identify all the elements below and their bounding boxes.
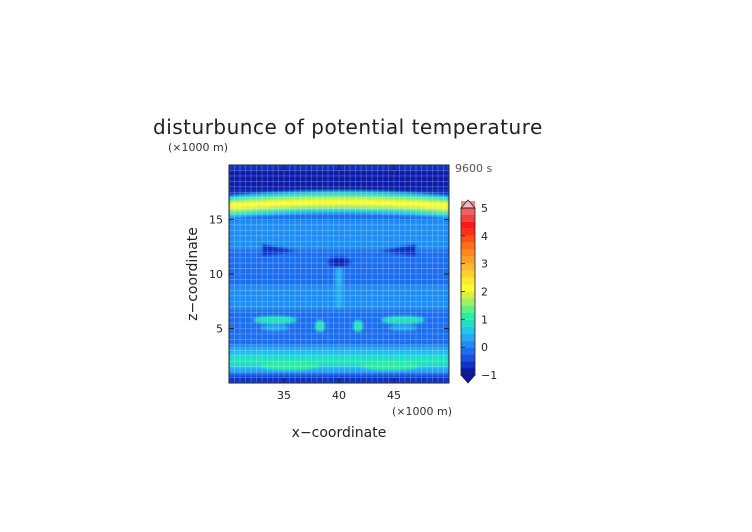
colorbar-swatch [461, 368, 475, 375]
colorbar-swatch [461, 312, 475, 320]
colorbar-swatch [461, 340, 475, 348]
colorbar-swatch [461, 249, 475, 257]
x-tick-label: 45 [387, 389, 401, 402]
colorbar: −1 0 1 2 3 4 5 [460, 199, 497, 384]
time-label: 9600 s [455, 162, 492, 175]
colorbar-swatch [461, 256, 475, 264]
y-axis-unit: (×1000 m) [168, 141, 228, 154]
y-tick-label: 5 [216, 323, 223, 336]
colorbar-tick-label: 5 [481, 202, 488, 215]
colorbar-swatch [461, 361, 475, 369]
colorbar-swatch [461, 284, 475, 292]
colorbar-swatch [461, 235, 475, 243]
colorbar-swatch [461, 298, 475, 306]
y-tick-label: 15 [209, 214, 223, 227]
x-axis-unit: (×1000 m) [392, 405, 452, 418]
x-tick-label: 35 [277, 389, 291, 402]
chart-title: disturbunce of potential temperature [153, 115, 543, 139]
colorbar-tick-label: 1 [481, 313, 488, 326]
colorbar-swatch [461, 326, 475, 334]
colorbar-swatch [461, 221, 475, 229]
colorbar-tick-label: 4 [481, 230, 488, 243]
y-tick-label: 10 [209, 268, 223, 281]
contour-field [229, 165, 449, 383]
colorbar-swatch [461, 228, 475, 236]
colorbar-swatch [461, 305, 475, 313]
colorbar-swatch [461, 214, 475, 222]
colorbar-tick-label: 2 [481, 286, 488, 299]
colorbar-tick-label: 0 [481, 341, 488, 354]
colorbar-swatch [461, 270, 475, 278]
colorbar-swatch [461, 347, 475, 355]
colorbar-swatch [461, 263, 475, 271]
colorbar-swatch [461, 242, 475, 250]
colorbar-tick-label: 3 [481, 258, 488, 271]
x-axis-label: x−coordinate [292, 425, 387, 441]
colorbar-swatch [461, 277, 475, 285]
y-axis-label: z−coordinate [185, 227, 201, 321]
colorbar-swatch [461, 354, 475, 362]
colorbar-swatch [461, 319, 475, 327]
colorbar-tick-label: −1 [481, 369, 497, 382]
x-tick-label: 40 [332, 389, 346, 402]
colorbar-swatch [461, 291, 475, 299]
colorbar-swatch [461, 208, 475, 215]
colorbar-swatch [461, 333, 475, 341]
colorbar-under-arrow [460, 374, 476, 384]
